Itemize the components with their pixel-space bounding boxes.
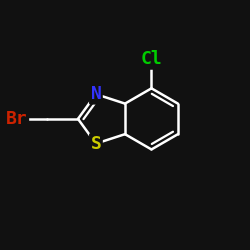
Text: Br: Br — [6, 110, 28, 128]
Text: S: S — [90, 134, 102, 152]
Text: Cl: Cl — [140, 50, 162, 68]
Text: N: N — [90, 85, 102, 103]
